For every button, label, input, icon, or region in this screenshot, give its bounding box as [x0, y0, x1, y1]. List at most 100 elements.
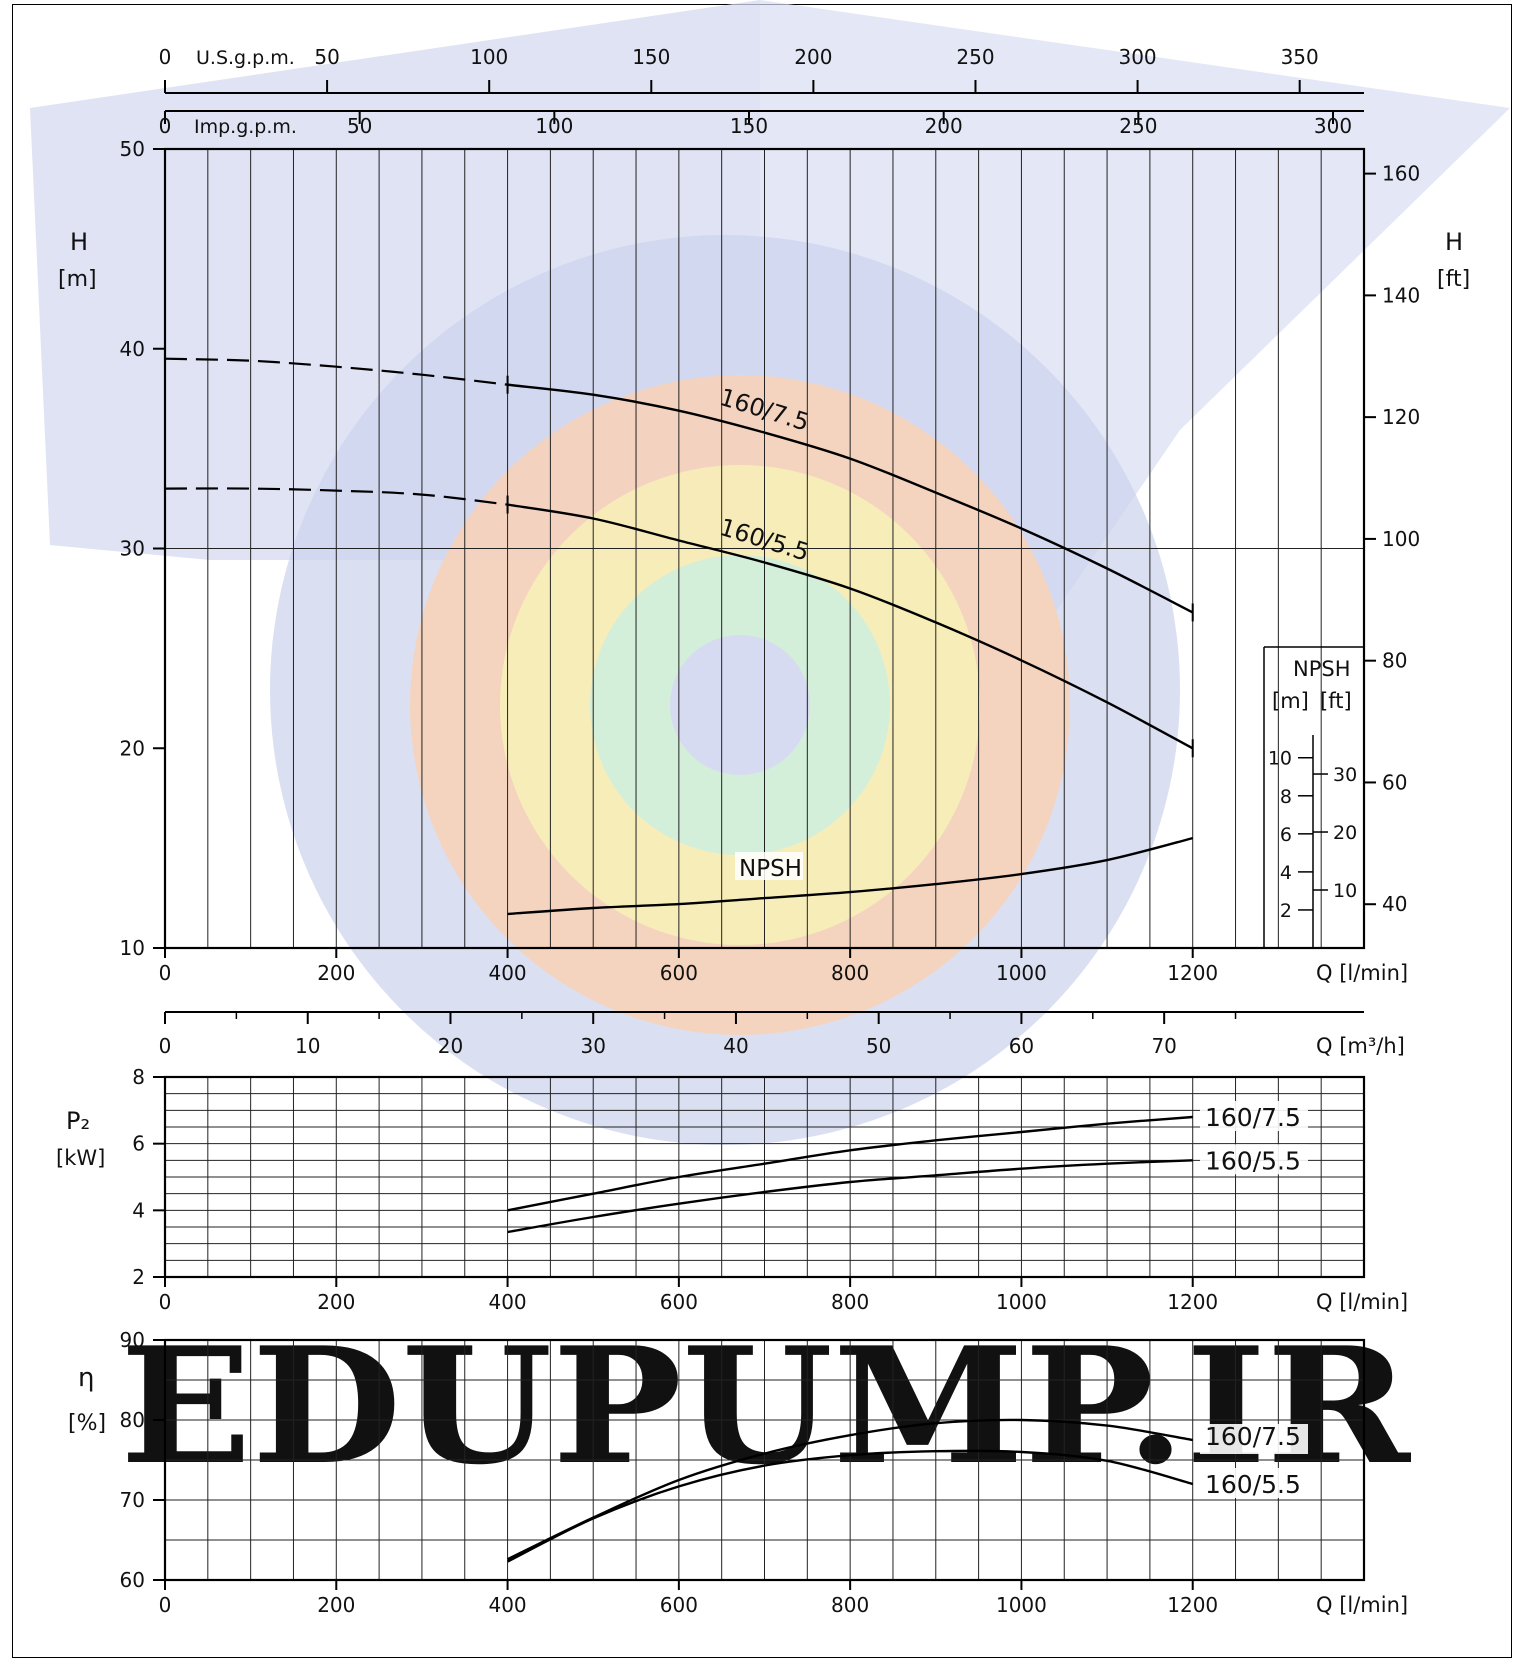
- usgpm-tick-label: 0: [159, 45, 172, 69]
- y-tick-label: 10: [120, 936, 145, 960]
- m3h-tick-label: 0: [159, 1034, 172, 1058]
- series-label: 160/5.5: [1205, 1470, 1301, 1499]
- npsh-ft-tick-label: 30: [1333, 764, 1357, 786]
- y-tick-label: 20: [120, 736, 145, 760]
- head-panel: 10 20 30 40 50 0 200 400 600 800 1000 1200 Q [l/min]…: [120, 137, 1421, 985]
- x-axis-label: Q [l/min]: [1316, 961, 1408, 985]
- series-line: [507, 1115, 1193, 1212]
- npsh-axis-unit-ft: [ft]: [1320, 689, 1352, 713]
- eff-yunit: [%]: [68, 1411, 106, 1436]
- y-tick-label: 2: [132, 1265, 145, 1289]
- head-yunit: [m]: [58, 267, 97, 292]
- m3h-tick-label: 30: [580, 1034, 605, 1058]
- eff-ylabel: η: [78, 1363, 94, 1393]
- x-tick-label: 400: [488, 1593, 526, 1617]
- usgpm-tick-label: 150: [632, 45, 670, 69]
- top-flow-scales: U.S.g.p.m. Imp.g.p.m.: [165, 47, 1364, 138]
- impgpm-tick-label: 250: [1119, 114, 1157, 138]
- x-tick-label: 400: [488, 961, 526, 985]
- m3h-scale: Q [m³/h] 0 10 20 30 40 50 60 70: [159, 1011, 1405, 1058]
- usgpm-tick-label: 100: [470, 45, 508, 69]
- x-tick-label: 1200: [1167, 1593, 1218, 1617]
- series-label: 160/5.5: [1205, 1146, 1301, 1175]
- series-label-bg: [1200, 1468, 1308, 1498]
- npsh-ft-tick-label: 20: [1333, 822, 1357, 844]
- x-tick-label: 200: [317, 961, 355, 985]
- watermark: EDUPUMP.IR: [30, 0, 1510, 1500]
- x-tick-label: 0: [159, 1593, 172, 1617]
- x-tick-label: 1000: [996, 1290, 1047, 1314]
- x-tick-label: 600: [660, 961, 698, 985]
- plot-frame: [163, 1338, 1366, 1582]
- y2-tick-label: 140: [1382, 283, 1420, 307]
- power-panel: 2 4 6 8 0 200 400 600 800 1000 1200 Q [l/min] 160/7.…: [132, 1065, 1408, 1314]
- y2-tick-label: 160: [1382, 162, 1420, 186]
- m3h-tick-label: 60: [1009, 1034, 1034, 1058]
- m3h-tick-label: 40: [723, 1034, 748, 1058]
- series-label: 160/7.5: [1205, 1422, 1301, 1451]
- usgpm-tick-label: 300: [1118, 45, 1156, 69]
- npsh-ft-tick-label: 10: [1333, 880, 1357, 902]
- head-y2unit: [ft]: [1437, 267, 1470, 292]
- impgpm-tick-label: 150: [730, 114, 768, 138]
- series-line-dashed: [164, 357, 508, 386]
- series-line: [507, 836, 1194, 916]
- impgpm-tick-label: 50: [347, 114, 372, 138]
- series-label-bg: [1200, 1424, 1308, 1454]
- x-tick-label: 1000: [996, 961, 1047, 985]
- series-line: [507, 503, 1194, 750]
- m3h-tick-label: 10: [295, 1034, 320, 1058]
- usgpm-tick-label: 350: [1281, 45, 1319, 69]
- y-tick-label: 90: [120, 1328, 145, 1352]
- usgpm-tick-label: 250: [956, 45, 994, 69]
- y2-tick-label: 120: [1382, 405, 1420, 429]
- series-label-bg: [735, 852, 803, 880]
- series-line: [507, 1159, 1193, 1234]
- x-tick-label: 0: [159, 1290, 172, 1314]
- y-tick-label: 30: [120, 537, 145, 561]
- power-yunit: [kW]: [56, 1146, 105, 1170]
- series-line: [507, 1449, 1194, 1563]
- npsh-m-tick-label: 6: [1280, 824, 1292, 846]
- x-tick-label: 600: [660, 1290, 698, 1314]
- y-tick-label: 60: [120, 1568, 145, 1592]
- y-tick-label: 40: [120, 337, 145, 361]
- series-label-bg: [1200, 1144, 1308, 1175]
- y-tick-label: 70: [120, 1488, 145, 1512]
- y2-tick-label: 40: [1382, 892, 1407, 916]
- x-tick-label: 800: [831, 1593, 869, 1617]
- x-tick-label: 200: [317, 1593, 355, 1617]
- y-tick-label: 4: [132, 1198, 145, 1222]
- usgpm-tick-label: 200: [794, 45, 832, 69]
- y-tick-label: 80: [120, 1408, 145, 1432]
- y-tick-label: 50: [120, 137, 145, 161]
- y2-tick-label: 100: [1382, 527, 1420, 551]
- series-line-dashed: [164, 487, 508, 506]
- plot-frame: [163, 1075, 1366, 1279]
- series-line: [507, 1418, 1193, 1561]
- series-line: [507, 383, 1194, 614]
- impgpm-tick-label: 200: [925, 114, 963, 138]
- impgpm-tick-label: 300: [1314, 114, 1352, 138]
- npsh-axis: NPSH [m] [ft] 2 4 6 8 10 10 20 30: [1263, 646, 1364, 948]
- y2-tick-label: 80: [1382, 649, 1407, 673]
- npsh-m-tick-label: 10: [1268, 748, 1292, 770]
- impgpm-label: Imp.g.p.m.: [194, 116, 297, 138]
- watermark-fan-core: [670, 635, 810, 775]
- head-ylabel: H: [70, 228, 88, 256]
- usgpm-label: U.S.g.p.m.: [196, 47, 295, 69]
- y-tick-label: 6: [132, 1132, 145, 1156]
- axis-titles: H [m] H [ft] P₂ [kW] η [%]: [56, 228, 1470, 1436]
- series-label-bg: [1200, 1101, 1308, 1131]
- x-tick-label: 600: [660, 1593, 698, 1617]
- x-tick-label: 800: [831, 1290, 869, 1314]
- series-label: 160/7.5: [1205, 1103, 1301, 1132]
- x-tick-label: 400: [488, 1290, 526, 1314]
- impgpm-tick-label: 100: [535, 114, 573, 138]
- x-axis-label: Q [l/min]: [1316, 1290, 1408, 1314]
- x-tick-label: 1200: [1167, 1290, 1218, 1314]
- impgpm-tick-label: 0: [159, 114, 172, 138]
- y2-tick-label: 60: [1382, 770, 1407, 794]
- watermark-text: EDUPUMP.IR: [120, 1312, 1411, 1500]
